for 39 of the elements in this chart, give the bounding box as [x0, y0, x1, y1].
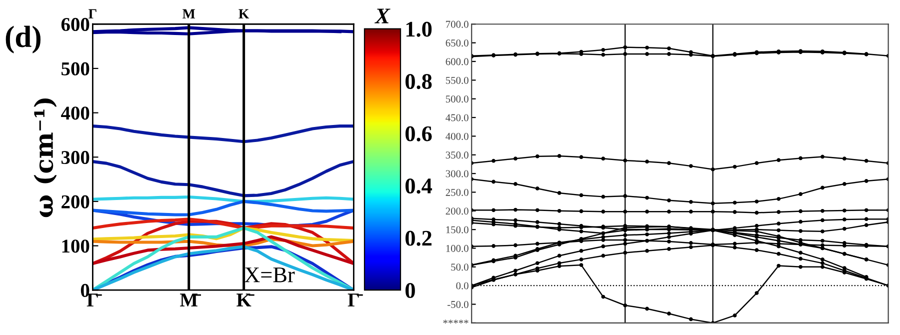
color-bar-label: 1.0 — [406, 22, 432, 37]
y-tick-label: -50.0 — [448, 300, 468, 308]
y-tick-label: 600.0 — [446, 58, 468, 66]
annotation: X=Br — [244, 268, 295, 282]
y-tick-label: 700.0 — [446, 20, 468, 28]
x-tick-label: Γ̄ — [348, 294, 363, 306]
x-tick-label: K̄ — [236, 294, 254, 306]
text: Γ — [88, 9, 96, 18]
text: K — [238, 9, 250, 18]
y-tick-label: 100.0 — [446, 244, 468, 252]
y-tick-label: 150.0 — [446, 226, 468, 234]
y-tick-label: 650.0 — [446, 39, 468, 47]
y-tick-label: 50.0 — [451, 264, 468, 271]
x-tick-label: M̄ — [180, 294, 202, 306]
color-bar-label: 0.2 — [406, 230, 432, 246]
y-tick-label: 300 — [61, 150, 90, 164]
y-tick-label: 500 — [62, 62, 90, 76]
text: M — [182, 9, 196, 18]
y-tick-label: 400.0 — [446, 132, 468, 140]
color-bar-label: 0 — [406, 283, 415, 298]
y-tick-label: 200.0 — [446, 208, 468, 215]
y-tick-label: 400 — [61, 106, 90, 120]
color-bar-label: 0.8 — [406, 74, 432, 90]
text: (d) — [6, 26, 40, 54]
y-tick-label: 200 — [62, 195, 90, 208]
y-tick-label: 600 — [61, 18, 90, 32]
y-tick-label: 500.0 — [446, 96, 468, 103]
y-tick-label: ***** — [443, 320, 468, 324]
y-tick-label: 550.0 — [446, 76, 468, 84]
color-bar-title: X — [374, 8, 390, 24]
color-bar-label: 0.4 — [406, 178, 432, 194]
y-tick-label: 300.0 — [446, 170, 468, 178]
y-tick-label: 250.0 — [446, 188, 468, 196]
y-tick-label: 350.0 — [446, 152, 468, 159]
y-tick-label: 0.0 — [456, 282, 468, 290]
y-tick-label: 450.0 — [446, 114, 468, 122]
color-bar-label: 0.6 — [406, 126, 432, 142]
y-axis-title: ω (cm⁻¹) — [34, 98, 57, 218]
y-tick-label: 100 — [62, 240, 90, 253]
